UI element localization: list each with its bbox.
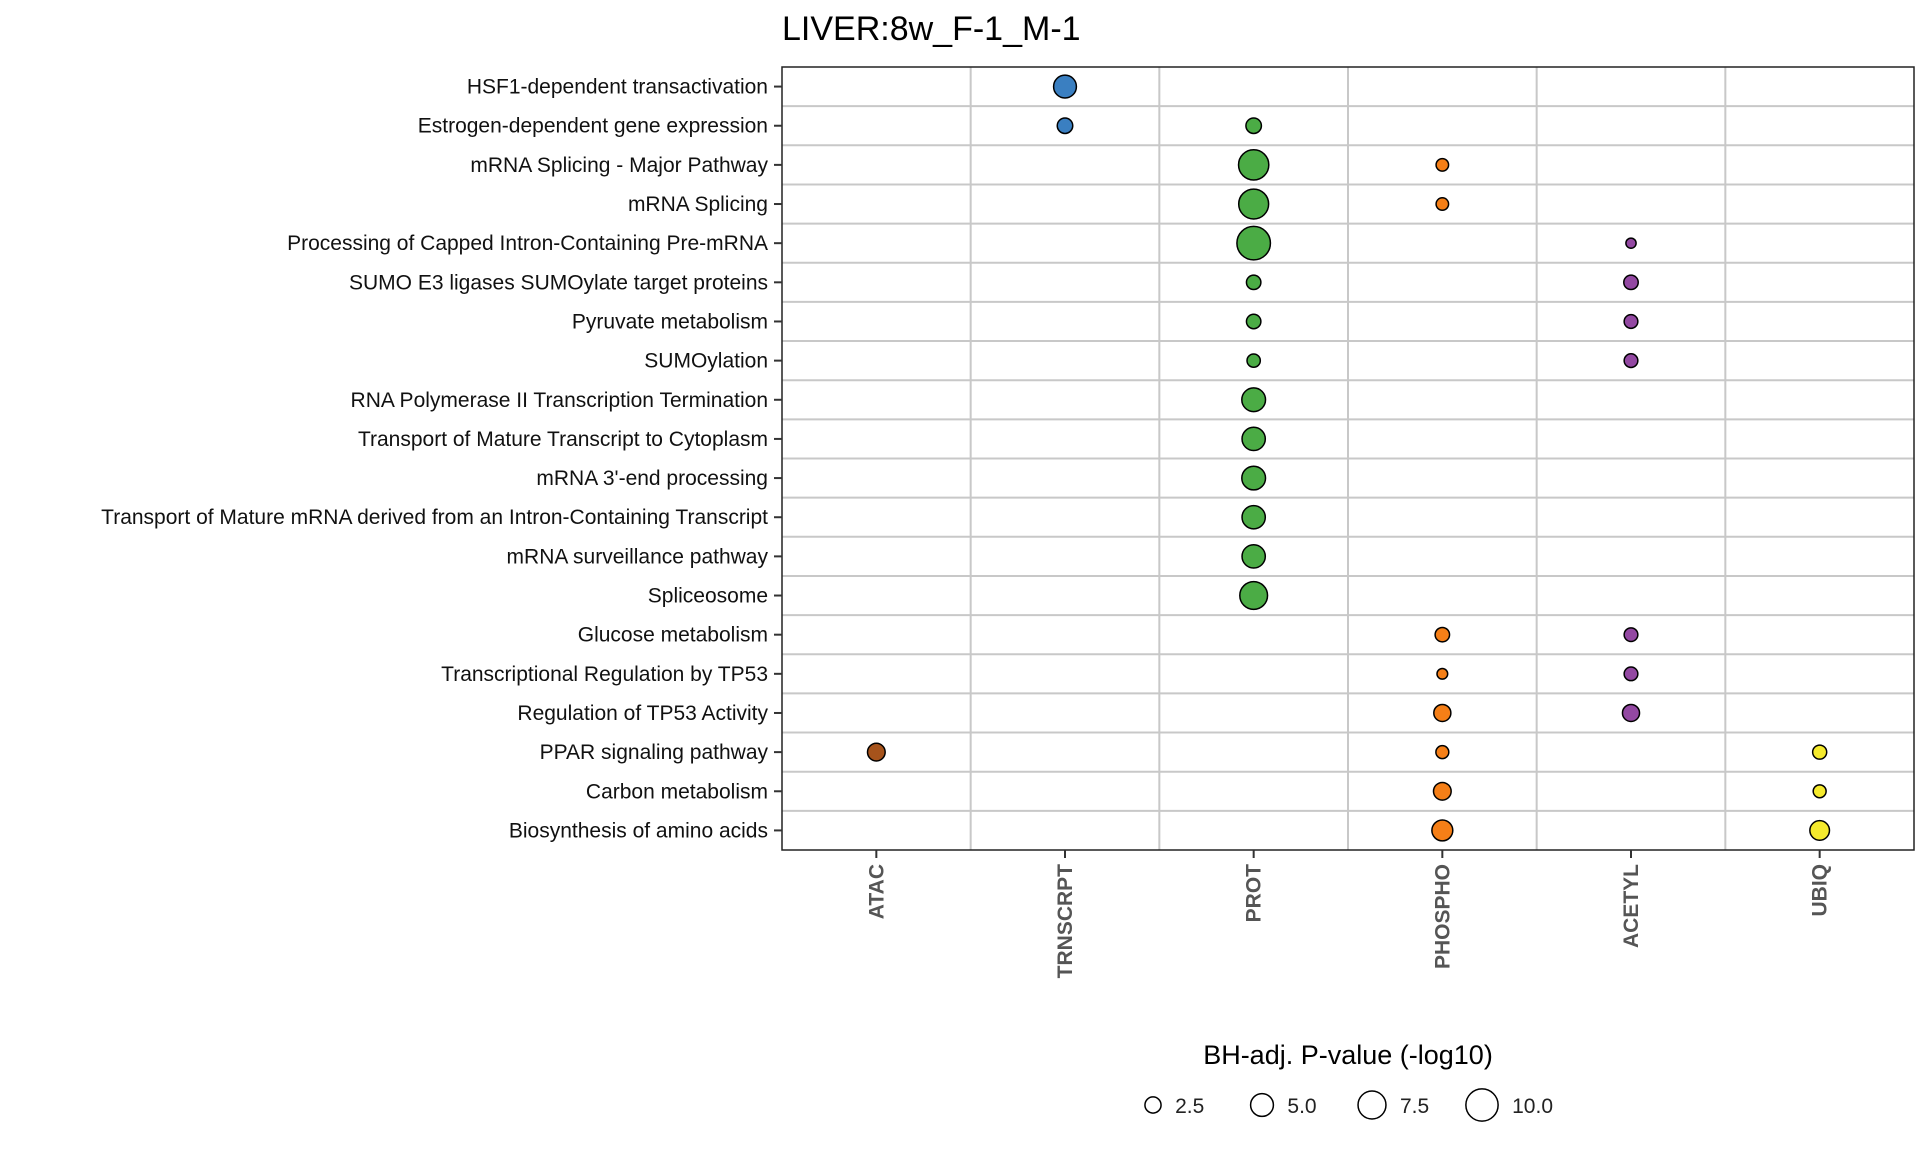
row-label-mrna-3-end-processing: mRNA 3'-end processing <box>536 467 768 490</box>
row-label-ppar-signaling-pathway: PPAR signaling pathway <box>540 741 769 764</box>
column-label-acetyl: ACETYL <box>1620 864 1643 948</box>
row-label-spliceosome: Spliceosome <box>648 585 768 608</box>
size-legend-circle <box>1144 1096 1162 1114</box>
size-legend-label: 5.0 <box>1287 1095 1316 1118</box>
row-label-rna-polymerase-ii-transcription-termination: RNA Polymerase II Transcription Terminat… <box>351 389 768 412</box>
data-point-trnscrpt <box>1056 117 1074 135</box>
data-point-prot <box>1241 504 1267 530</box>
row-label-regulation-of-tp53-activity: Regulation of TP53 Activity <box>517 702 768 725</box>
size-legend: BH-adj. P-value (-log10) 2.5 5.0 7.5 10.0 <box>1144 1040 1553 1122</box>
grid-lines <box>782 67 1914 850</box>
data-point-ubiq <box>1812 784 1827 799</box>
data-point-prot <box>1241 387 1267 413</box>
data-point-prot <box>1245 117 1263 135</box>
column-labels: ATAC TRNSCRPT PROT PHOSPHO ACETYL UBIQ <box>865 850 1832 979</box>
data-point-phospho <box>1435 744 1450 760</box>
row-label-sumo-e3-ligases-sumoylate-target-proteins: SUMO E3 ligases SUMOylate target protein… <box>349 271 768 294</box>
data-point-acetyl <box>1623 274 1639 291</box>
column-label-atac: ATAC <box>865 864 888 919</box>
chart-title: LIVER:8w_F-1_M-1 <box>782 10 1081 48</box>
data-point-phospho <box>1435 197 1450 212</box>
row-label-transcriptional-regulation-by-tp53: Transcriptional Regulation by TP53 <box>441 663 768 686</box>
size-legend-circle <box>1249 1092 1275 1118</box>
data-point-prot <box>1246 353 1262 369</box>
data-point-phospho <box>1431 819 1454 842</box>
data-point-phospho <box>1433 703 1452 723</box>
data-point-trnscrpt <box>1052 74 1078 99</box>
row-label-processing-of-capped-intron-containing-pre-mrna: Processing of Capped Intron-Containing P… <box>287 232 768 255</box>
size-legend-label: 2.5 <box>1175 1095 1204 1118</box>
data-point-phospho <box>1434 626 1451 643</box>
size-legend-label: 10.0 <box>1512 1095 1553 1118</box>
row-label-glucose-metabolism: Glucose metabolism <box>578 624 768 647</box>
plot-panel-border <box>781 66 1915 851</box>
row-label-carbon-metabolism: Carbon metabolism <box>586 780 768 803</box>
row-label-hsf1-dependent-transactivation: HSF1-dependent transactivation <box>467 76 768 99</box>
row-label-estrogen-dependent-gene-expression: Estrogen-dependent gene expression <box>418 115 768 138</box>
row-label-biosynthesis-of-amino-acids: Biosynthesis of amino acids <box>509 819 768 842</box>
data-point-prot <box>1239 580 1269 611</box>
data-point-prot <box>1241 465 1267 491</box>
row-label-mrna-splicing: mRNA Splicing <box>628 193 768 216</box>
data-point-acetyl <box>1623 627 1639 643</box>
data-point-prot <box>1245 313 1262 330</box>
data-point-acetyl <box>1625 237 1637 250</box>
data-point-acetyl <box>1621 703 1641 723</box>
size-legend-circle <box>1357 1090 1387 1120</box>
size-legend-circle <box>1465 1088 1499 1122</box>
data-point-prot <box>1241 543 1267 569</box>
data-point-acetyl <box>1623 666 1639 682</box>
data-point-prot <box>1237 148 1270 181</box>
row-label-transport-of-mature-mrna-derived-from-an-intron-containing-transcript: Transport of Mature mRNA derived from an… <box>101 506 768 529</box>
data-point-prot <box>1237 188 1270 220</box>
column-label-phospho: PHOSPHO <box>1431 864 1454 969</box>
data-point-ubiq <box>1809 819 1831 841</box>
data-point-ubiq <box>1811 744 1828 760</box>
row-label-sumoylation: SUMOylation <box>644 350 768 373</box>
data-point-prot <box>1236 225 1272 261</box>
data-point-phospho <box>1436 667 1449 680</box>
size-legend-title: BH-adj. P-value (-log10) <box>1203 1040 1493 1070</box>
column-label-ubiq: UBIQ <box>1809 864 1832 917</box>
data-point-acetyl <box>1623 353 1639 369</box>
row-label-mrna-splicing-major-pathway: mRNA Splicing - Major Pathway <box>470 154 768 177</box>
column-label-trnscrpt: TRNSCRPT <box>1054 864 1077 979</box>
row-label-transport-of-mature-transcript-to-cytoplasm: Transport of Mature Transcript to Cytopl… <box>358 428 768 451</box>
data-point-prot <box>1241 426 1267 452</box>
data-point-prot <box>1245 274 1262 291</box>
data-point-phospho <box>1435 157 1450 172</box>
column-label-prot: PROT <box>1243 864 1266 923</box>
size-legend-label: 7.5 <box>1400 1095 1429 1118</box>
row-label-pyruvate-metabolism: Pyruvate metabolism <box>572 310 768 333</box>
data-point-phospho <box>1432 781 1452 801</box>
data-point-atac <box>866 742 886 762</box>
row-labels: HSF1-dependent transactivation Estrogen-d… <box>101 76 782 842</box>
row-label-mrna-surveillance-pathway: mRNA surveillance pathway <box>507 545 769 568</box>
data-points <box>866 74 1831 842</box>
data-point-acetyl <box>1623 313 1639 330</box>
